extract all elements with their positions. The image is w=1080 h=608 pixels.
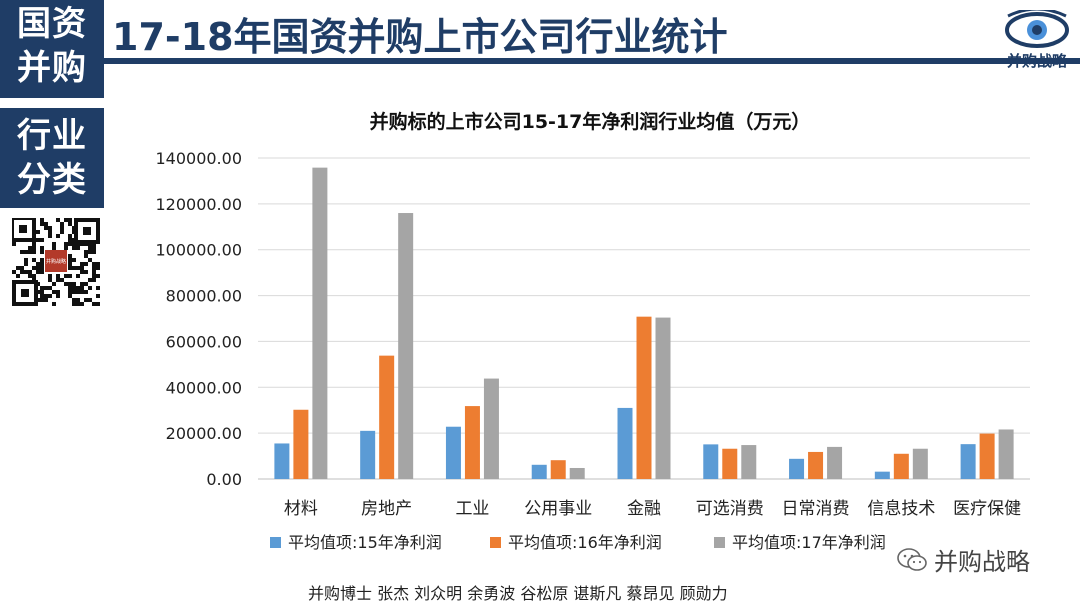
- eye-logo-icon: [1005, 10, 1069, 48]
- legend-swatch: [714, 537, 725, 548]
- side-label-line: 国资: [17, 4, 87, 44]
- legend-swatch: [270, 537, 281, 548]
- bar: [617, 407, 633, 479]
- x-tick-label: 工业: [455, 499, 489, 519]
- x-tick-label: 可选消费: [696, 499, 764, 519]
- y-tick-label: 40000.00: [166, 378, 242, 397]
- y-tick-label: 80000.00: [166, 287, 242, 306]
- category-label-block: 行业 分类: [0, 108, 104, 208]
- y-tick-label: 120000.00: [155, 195, 242, 214]
- bar: [808, 451, 824, 479]
- bar: [569, 467, 585, 479]
- bar: [741, 445, 757, 479]
- y-tick-label: 20000.00: [166, 424, 242, 443]
- y-tick-label: 100000.00: [155, 241, 242, 260]
- legend-label: 平均值项:15年净利润: [288, 533, 442, 552]
- bar: [464, 406, 480, 479]
- bar: [874, 471, 890, 479]
- bar: [655, 317, 671, 479]
- header-divider: [104, 58, 1080, 64]
- x-tick-label: 材料: [284, 499, 318, 519]
- y-tick-label: 140000.00: [155, 149, 242, 168]
- bar: [312, 167, 328, 479]
- chart-title: 并购标的上市公司15-17年净利润行业均值（万元）: [370, 110, 811, 133]
- x-tick-label: 医疗保健: [953, 499, 1021, 519]
- bar: [293, 409, 309, 479]
- watermark-text: 并购战略: [934, 548, 1030, 576]
- x-tick-label: 信息技术: [867, 499, 935, 519]
- bar: [398, 213, 414, 479]
- qr-center-text: 并购战略: [46, 258, 66, 265]
- bar: [636, 316, 652, 479]
- category-label-line: 行业: [17, 116, 87, 156]
- page-title: 17-18年国资并购上市公司行业统计: [112, 15, 728, 59]
- bar: [550, 460, 566, 479]
- bar: [960, 444, 976, 479]
- side-label-block: 国资 并购: [0, 0, 104, 98]
- x-tick-label: 日常消费: [782, 499, 850, 519]
- bar: [979, 433, 995, 479]
- bar: [274, 443, 290, 479]
- bar: [722, 448, 738, 479]
- bar: [445, 426, 461, 479]
- bar: [703, 444, 719, 479]
- x-tick-label: 金融: [627, 499, 661, 519]
- qr-code-icon[interactable]: 并购战略: [12, 218, 100, 306]
- bar: [531, 464, 547, 479]
- category-label-line: 分类: [17, 160, 87, 200]
- bar: [912, 448, 928, 479]
- y-tick-label: 0.00: [206, 470, 242, 489]
- wechat-icon: [897, 548, 927, 571]
- y-tick-label: 60000.00: [166, 332, 242, 351]
- legend-swatch: [490, 537, 501, 548]
- x-tick-label: 公用事业: [524, 499, 592, 519]
- legend-label: 平均值项:16年净利润: [508, 533, 662, 552]
- bar: [998, 429, 1014, 479]
- logo-text: 并购战略: [1006, 52, 1067, 70]
- side-label-line: 并购: [17, 48, 87, 88]
- bar: [789, 458, 805, 479]
- bar: [360, 430, 376, 479]
- bar: [893, 453, 909, 479]
- legend-label: 平均值项:17年净利润: [732, 533, 886, 552]
- x-tick-label: 房地产: [361, 499, 412, 519]
- bar: [483, 378, 499, 479]
- bar: [379, 355, 395, 479]
- bar: [827, 446, 843, 479]
- credits-text: 并购博士 张杰 刘众明 余勇波 谷松原 谌斯凡 蔡昂见 顾勋力: [308, 584, 728, 603]
